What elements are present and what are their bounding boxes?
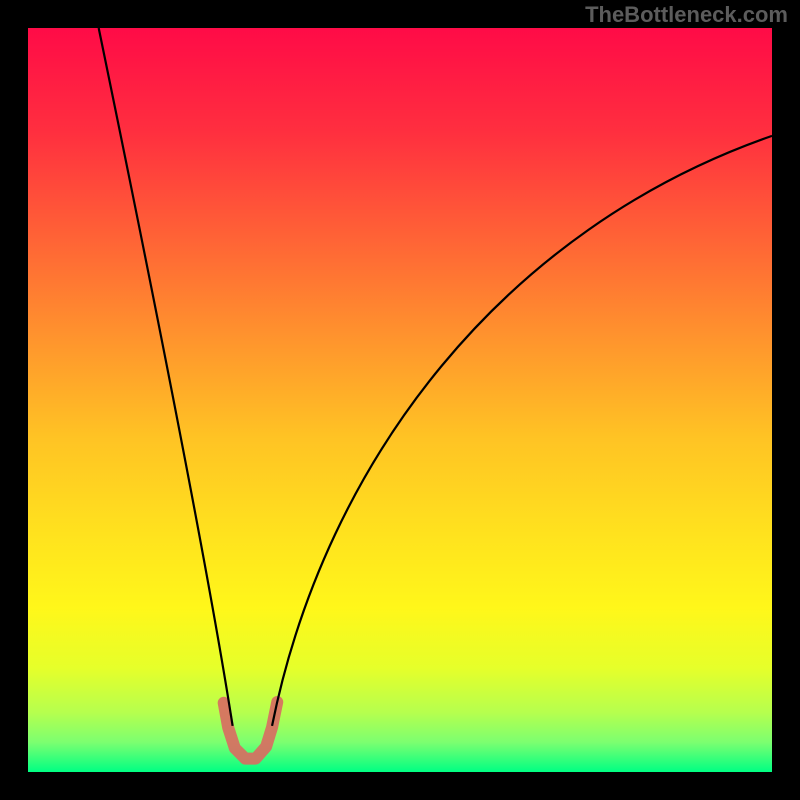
curve-right-branch — [272, 136, 772, 726]
chart-frame: TheBottleneck.com — [0, 0, 800, 800]
curve-layer — [28, 28, 772, 772]
curve-left-branch — [99, 28, 233, 726]
watermark-text: TheBottleneck.com — [585, 2, 788, 28]
minimum-marker — [224, 702, 278, 759]
plot-area — [28, 28, 772, 772]
